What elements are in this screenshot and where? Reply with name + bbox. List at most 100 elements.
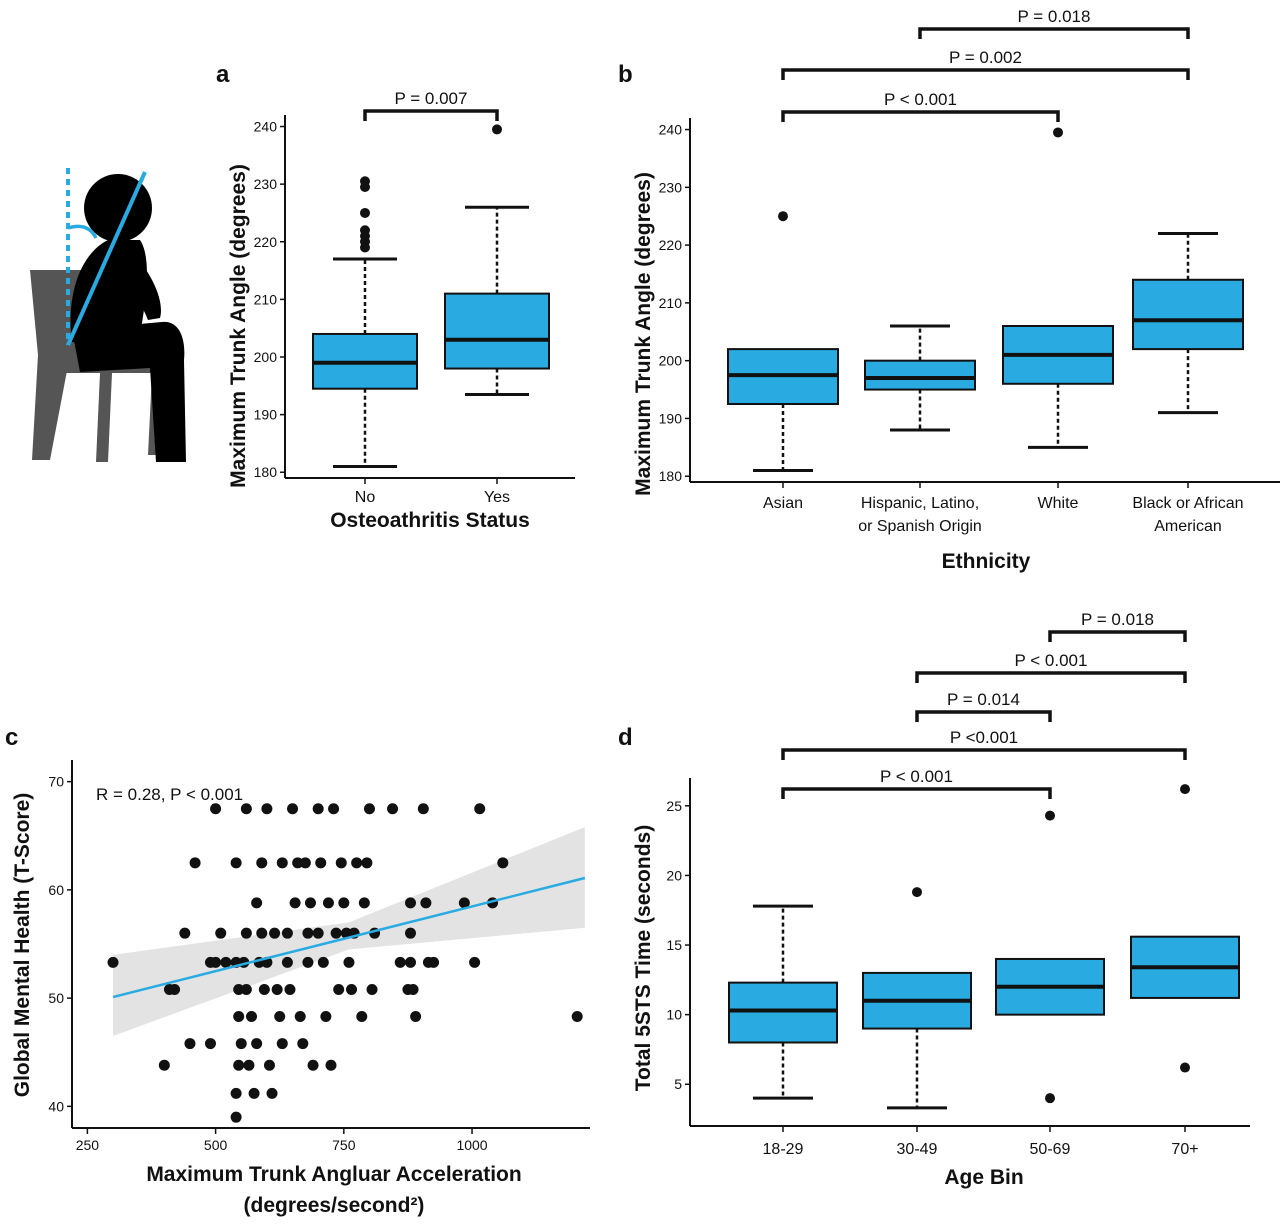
panel-a-ylabel: Maximum Trunk Angle (degrees) — [227, 164, 250, 488]
panel-d-ylabel: Total 5STS Time (seconds) — [632, 825, 655, 1091]
outlier-point — [360, 225, 370, 236]
outlier-point — [778, 211, 788, 222]
scatter-point — [320, 1011, 332, 1023]
scatter-point — [215, 927, 227, 939]
p-value-label: P = 0.018 — [1081, 610, 1154, 629]
significance-bracket — [781, 68, 1190, 80]
scatter-point — [210, 803, 222, 815]
scatter-point — [210, 956, 222, 968]
scatter-point — [417, 803, 429, 815]
scatter-point — [289, 897, 301, 909]
scatter-point — [404, 927, 416, 939]
y-tick-label: 210 — [254, 291, 278, 307]
scatter-point — [230, 1111, 242, 1123]
panel-d-xlabel: Age Bin — [944, 1166, 1023, 1189]
panel-b-xlabel: Ethnicity — [942, 550, 1031, 573]
significance-bracket — [915, 710, 1052, 722]
scatter-point — [428, 956, 440, 968]
scatter-point — [458, 897, 470, 909]
y-tick-label: 190 — [659, 410, 683, 426]
scatter-point — [281, 927, 293, 939]
p-value-label: P = 0.014 — [947, 690, 1020, 709]
y-tick-label: 40 — [48, 1098, 64, 1114]
y-tick-label: 240 — [254, 119, 278, 135]
significance-bracket — [918, 27, 1190, 39]
panel-c-ylabel: Global Mental Health (T-Score) — [11, 793, 34, 1098]
scatter-point — [343, 956, 355, 968]
panel-a-chart: a Maximum Trunk Angle (degrees) Osteoath… — [216, 61, 575, 532]
y-tick-label: 210 — [659, 295, 683, 311]
outlier-point — [912, 887, 922, 898]
scatter-point — [256, 857, 268, 869]
box-iqr — [728, 981, 838, 1044]
x-category-label: or Spanish Origin — [858, 518, 982, 535]
scatter-point — [184, 1038, 196, 1050]
x-category-label: 18-29 — [763, 1141, 804, 1158]
scatter-point — [312, 803, 324, 815]
y-tick-label: 25 — [666, 798, 682, 814]
significance-bracket — [915, 671, 1187, 683]
y-tick-label: 50 — [48, 990, 64, 1006]
scatter-point — [258, 983, 270, 995]
box-iqr — [1132, 278, 1244, 351]
scatter-point — [363, 803, 375, 815]
scatter-point — [315, 857, 327, 869]
panel-b-label: b — [618, 61, 633, 88]
scatter-point — [284, 983, 296, 995]
panel-c-label: c — [5, 724, 18, 751]
scatter-point — [330, 927, 342, 939]
y-tick-label: 180 — [254, 464, 278, 480]
scatter-point — [169, 983, 181, 995]
significance-bracket — [781, 787, 1052, 799]
y-tick-label: 15 — [666, 937, 682, 953]
y-tick-label: 220 — [254, 234, 278, 250]
scatter-point — [346, 983, 358, 995]
outlier-point — [492, 124, 502, 135]
scatter-point — [302, 956, 314, 968]
panel-d-chart: d Total 5STS Time (seconds) Age Bin 5 10 1… — [618, 610, 1250, 1189]
scatter-point — [469, 956, 481, 968]
scatter-point — [404, 897, 416, 909]
scatter-point — [233, 983, 245, 995]
scatter-point — [317, 956, 329, 968]
outlier-point — [1045, 810, 1055, 821]
y-tick-label: 230 — [659, 179, 683, 195]
panel-b-ylabel: Maximum Trunk Angle (degrees) — [632, 172, 655, 496]
p-value-label: P = 0.018 — [1018, 7, 1091, 26]
scatter-point — [387, 803, 399, 815]
scatter-point — [358, 897, 370, 909]
y-tick-label: 190 — [254, 407, 278, 423]
scatter-point — [361, 857, 373, 869]
scatter-point — [233, 1059, 245, 1071]
scatter-point — [251, 1038, 263, 1050]
scatter-point — [246, 1011, 258, 1023]
scatter-point — [299, 857, 311, 869]
scatter-point — [269, 927, 281, 939]
scatter-point — [287, 803, 299, 815]
x-category-label: 30-49 — [897, 1141, 938, 1158]
scatter-point — [420, 897, 432, 909]
panel-b-chart: b Maximum Trunk Angle (degrees) Ethnicit… — [618, 7, 1280, 573]
x-tick-label: 750 — [332, 1137, 356, 1153]
x-category-label: 50-69 — [1030, 1141, 1071, 1158]
x-category-label: 70+ — [1171, 1141, 1198, 1158]
scatter-point — [294, 1011, 306, 1023]
scatter-point — [276, 857, 288, 869]
scatter-point — [404, 956, 416, 968]
outlier-point — [1045, 1093, 1055, 1104]
p-value-label: P = 0.002 — [949, 48, 1022, 67]
significance-bracket — [1048, 630, 1187, 642]
y-tick-label: 230 — [254, 176, 278, 192]
outlier-point — [360, 176, 370, 187]
scatter-point — [328, 803, 340, 815]
scatter-point — [158, 1059, 170, 1071]
scatter-point — [297, 1038, 309, 1050]
scatter-point — [304, 897, 316, 909]
y-tick-label: 220 — [659, 237, 683, 253]
y-tick-label: 200 — [659, 353, 683, 369]
panel-c-xlabel-line1: Maximum Trunk Angluar Acceleration — [146, 1163, 521, 1186]
scatter-point — [338, 897, 350, 909]
scatter-point — [292, 857, 304, 869]
x-category-label: Asian — [763, 495, 803, 512]
scatter-point — [302, 927, 314, 939]
